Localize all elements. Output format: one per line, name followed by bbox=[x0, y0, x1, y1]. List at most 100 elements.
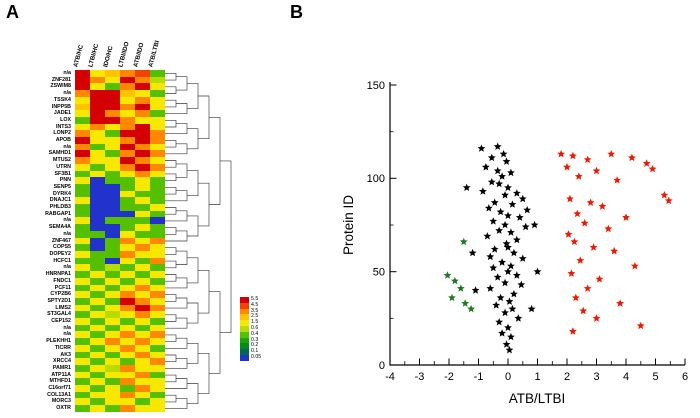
heatmap-cell bbox=[120, 237, 135, 245]
heatmap-cell bbox=[150, 157, 165, 164]
heatmap-cell bbox=[120, 204, 135, 211]
heatmap-cell bbox=[90, 150, 105, 158]
heatmap-cell bbox=[150, 304, 165, 312]
heatmap-cell bbox=[135, 257, 150, 265]
heatmap-column-header: LTBI/HC bbox=[87, 43, 101, 68]
heatmap-cell bbox=[135, 338, 150, 345]
heatmap-row-label: AK3 bbox=[60, 351, 71, 358]
scatter-points-black bbox=[462, 142, 542, 354]
heatmap-cell bbox=[120, 291, 135, 298]
heatmap-cell bbox=[105, 284, 120, 292]
heatmap-row-label: LIMS2 bbox=[55, 304, 71, 311]
heatmap-cell bbox=[105, 204, 120, 211]
heatmap-row-label: ATP11A bbox=[51, 371, 71, 378]
heatmap-cell bbox=[75, 304, 90, 312]
heatmap-row-label: PHLDB3 bbox=[49, 204, 71, 211]
heatmap-row-label: SF3B1 bbox=[54, 170, 72, 177]
heatmap-cell bbox=[105, 378, 120, 386]
heatmap-cell bbox=[90, 271, 105, 278]
heatmap-cell bbox=[90, 257, 105, 265]
legend-tick-label: 0.4 bbox=[251, 330, 259, 337]
heatmap-cell bbox=[105, 297, 120, 305]
heatmap-cell bbox=[135, 371, 150, 379]
heatmap-cell bbox=[105, 271, 120, 278]
heatmap-cell bbox=[150, 284, 165, 292]
heatmap-cell bbox=[90, 83, 105, 91]
heatmap-cell bbox=[135, 210, 150, 218]
legend-swatch bbox=[240, 325, 249, 332]
heatmap-row-label: n/a bbox=[63, 264, 71, 271]
heatmap bbox=[75, 70, 165, 412]
heatmap-cell bbox=[75, 137, 90, 144]
heatmap-row-label: INTS3 bbox=[55, 123, 71, 130]
heatmap-cell bbox=[75, 257, 90, 265]
x-tick-label: -4 bbox=[385, 371, 395, 383]
heatmap-cell bbox=[90, 237, 105, 245]
heatmap-cell bbox=[135, 90, 150, 97]
heatmap-row-label: SPTY2D1 bbox=[47, 297, 71, 304]
heatmap-cell bbox=[150, 297, 165, 305]
heatmap-cell bbox=[135, 331, 150, 339]
heatmap-cell bbox=[150, 291, 165, 298]
heatmap-column-header: IDO/HC bbox=[102, 45, 115, 68]
heatmap-cell bbox=[150, 90, 165, 97]
heatmap-cell bbox=[90, 250, 105, 258]
heatmap-row-label: INPP5B bbox=[51, 103, 71, 110]
legend-row: 0.1 bbox=[240, 348, 261, 355]
dendrogram-lines bbox=[165, 73, 232, 409]
heatmap-cell bbox=[120, 150, 135, 158]
heatmap-row-label: COPS5 bbox=[53, 244, 71, 251]
heatmap-cell bbox=[120, 163, 135, 171]
legend-tick-label: 0.6 bbox=[251, 324, 259, 331]
legend-tick-label: 0.1 bbox=[251, 348, 259, 355]
x-tick-label: 6 bbox=[682, 371, 688, 383]
heatmap-cell bbox=[105, 143, 120, 151]
legend-swatch bbox=[240, 297, 249, 303]
heatmap-cell bbox=[135, 217, 150, 225]
heatmap-cell bbox=[120, 351, 135, 359]
heatmap-cell bbox=[135, 130, 150, 138]
heatmap-cell bbox=[90, 297, 105, 305]
y-tick-label: 0 bbox=[379, 360, 385, 372]
heatmap-cell bbox=[90, 398, 105, 406]
heatmap-cell bbox=[90, 385, 105, 392]
legend-swatch bbox=[240, 343, 249, 350]
heatmap-cell bbox=[150, 204, 165, 211]
heatmap-cell bbox=[105, 291, 120, 298]
heatmap-cell bbox=[75, 76, 90, 84]
heatmap-cell bbox=[105, 197, 120, 205]
heatmap-cell bbox=[75, 297, 90, 305]
heatmap-cell bbox=[150, 170, 165, 178]
heatmap-cell bbox=[105, 324, 120, 332]
heatmap-cell bbox=[120, 70, 135, 77]
heatmap-cell bbox=[150, 331, 165, 339]
heatmap-row-label: XRCC4 bbox=[53, 358, 71, 365]
heatmap-cell bbox=[120, 197, 135, 205]
heatmap-cell bbox=[120, 230, 135, 238]
legend-tick-label: 0.2 bbox=[251, 342, 259, 349]
heatmap-cell bbox=[105, 224, 120, 231]
legend-swatch bbox=[240, 354, 249, 361]
heatmap-cell bbox=[135, 291, 150, 298]
heatmap-cell bbox=[120, 344, 135, 352]
heatmap-cell bbox=[90, 130, 105, 138]
legend-swatch bbox=[240, 349, 249, 355]
heatmap-cell bbox=[105, 264, 120, 272]
heatmap-cell bbox=[75, 351, 90, 359]
heatmap-cell bbox=[120, 123, 135, 131]
heatmap-row-label: SEMA4A bbox=[48, 224, 71, 231]
heatmap-cell bbox=[150, 364, 165, 372]
heatmap-cell bbox=[75, 150, 90, 158]
panel-a-label: A bbox=[6, 2, 19, 22]
heatmap-cell bbox=[105, 250, 120, 258]
heatmap-cell bbox=[75, 210, 90, 218]
heatmap-row-label: n/a bbox=[63, 90, 71, 97]
heatmap-cell bbox=[135, 264, 150, 272]
heatmap-cell bbox=[120, 284, 135, 292]
heatmap-cell bbox=[120, 90, 135, 97]
heatmap-row-label: CYP2B6 bbox=[50, 291, 71, 298]
heatmap-row-label: LOX bbox=[60, 116, 71, 123]
heatmap-cell bbox=[105, 398, 120, 406]
heatmap-cell bbox=[105, 318, 120, 325]
heatmap-cell bbox=[75, 110, 90, 117]
